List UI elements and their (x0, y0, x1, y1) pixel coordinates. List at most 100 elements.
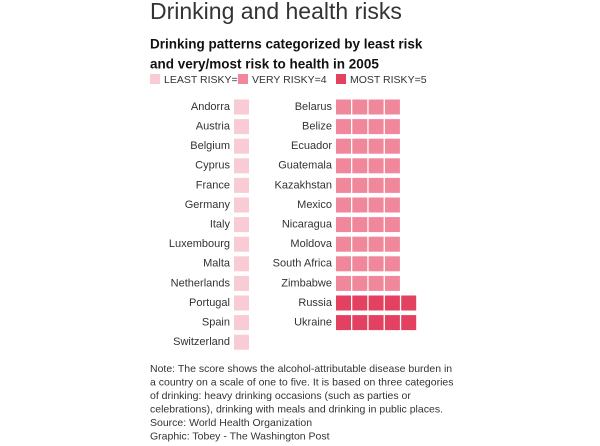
legend-label: LEAST RISKY=1 (164, 74, 244, 86)
unit-square (352, 217, 368, 233)
chart-title: Drinking and health risks (150, 0, 402, 24)
category-label: Switzerland (173, 336, 230, 348)
legend-label: MOST RISKY=5 (350, 74, 427, 86)
unit-square (368, 138, 384, 154)
unit-square (368, 315, 384, 331)
unit-square (384, 177, 400, 193)
category-label: Italy (210, 219, 231, 231)
unit-square (234, 217, 249, 233)
category-label: Nicaragua (282, 219, 333, 231)
unit-square (384, 119, 400, 135)
category-label: South Africa (273, 258, 333, 270)
category-label: Ecuador (291, 140, 332, 152)
category-label: Belize (302, 121, 332, 133)
unit-square (368, 119, 384, 135)
category-label: Ukraine (294, 317, 332, 329)
unit-square (336, 236, 351, 252)
category-label: Spain (202, 317, 230, 329)
unit-square (368, 256, 384, 272)
category-label: Kazakhstan (275, 179, 332, 191)
unit-square (234, 275, 249, 291)
category-label: France (196, 179, 230, 191)
note: a country on a scale of one to five. It … (150, 376, 454, 388)
unit-square (336, 99, 351, 115)
unit-square (368, 217, 384, 233)
unit-square (384, 138, 400, 154)
unit-square (352, 138, 368, 154)
legend-swatch (336, 74, 346, 84)
category-label: Mexico (297, 199, 332, 211)
unit-square (368, 158, 384, 174)
unit-square (234, 256, 249, 272)
category-label: Guatemala (278, 160, 333, 172)
category-label: Moldova (290, 238, 332, 250)
unit-square (352, 295, 368, 311)
note: Note: The score shows the alcohol-attrib… (150, 363, 452, 375)
unit-square (336, 217, 351, 233)
legend-label: VERY RISKY=4 (252, 74, 327, 86)
category-label: Malta (203, 258, 231, 270)
unit-square (336, 275, 351, 291)
note: of drinking: heavy drinking occasions (s… (150, 390, 411, 402)
unit-square (234, 315, 249, 331)
unit-square (234, 197, 249, 213)
unit-square (352, 236, 368, 252)
unit-square (384, 236, 400, 252)
category-label: Cyprus (195, 160, 230, 172)
unit-square (384, 217, 400, 233)
unit-square (384, 99, 400, 115)
category-label: Germany (185, 199, 231, 211)
unit-square (352, 197, 368, 213)
unit-square (234, 99, 249, 115)
unit-square (368, 275, 384, 291)
credit: Graphic: Tobey - The Washington Post (150, 430, 330, 442)
category-label: Andorra (191, 101, 231, 113)
unit-square (384, 295, 400, 311)
unit-square (234, 295, 249, 311)
unit-square (368, 295, 384, 311)
unit-square (384, 158, 400, 174)
unit-square (384, 256, 400, 272)
unit-square (352, 158, 368, 174)
category-label: Belgium (190, 140, 230, 152)
unit-square (336, 119, 351, 135)
unit-square (384, 315, 400, 331)
unit-square (352, 275, 368, 291)
unit-square (352, 99, 368, 115)
unit-square (336, 138, 351, 154)
unit-square (384, 197, 400, 213)
unit-square (336, 197, 351, 213)
category-label: Luxembourg (169, 238, 230, 250)
unit-square (368, 197, 384, 213)
unit-square (234, 158, 249, 174)
unit-square (234, 334, 249, 350)
unit-square (352, 256, 368, 272)
note: celebrations), drinking with meals and d… (150, 403, 443, 415)
unit-square (336, 177, 351, 193)
unit-square (401, 315, 417, 331)
unit-square (368, 177, 384, 193)
unit-square (368, 236, 384, 252)
unit-square (352, 177, 368, 193)
chart-subtitle: Drinking patterns categorized by least r… (150, 37, 423, 52)
unit-square (352, 119, 368, 135)
unit-square (336, 315, 351, 331)
source: Source: World Health Organization (150, 417, 312, 429)
legend-swatch (150, 74, 160, 84)
unit-square (368, 99, 384, 115)
legend-swatch (238, 74, 248, 84)
category-label: Zimbabwe (281, 277, 332, 289)
unit-square (352, 315, 368, 331)
unit-square (336, 256, 351, 272)
category-label: Portugal (189, 297, 230, 309)
unit-square (336, 295, 351, 311)
unit-square (336, 158, 351, 174)
category-label: Russia (298, 297, 333, 309)
unit-square (234, 236, 249, 252)
unit-square (234, 138, 249, 154)
unit-square (234, 119, 249, 135)
unit-square (401, 295, 417, 311)
category-label: Netherlands (171, 277, 231, 289)
chart-subtitle: and very/most risk to health in 2005 (150, 57, 379, 72)
